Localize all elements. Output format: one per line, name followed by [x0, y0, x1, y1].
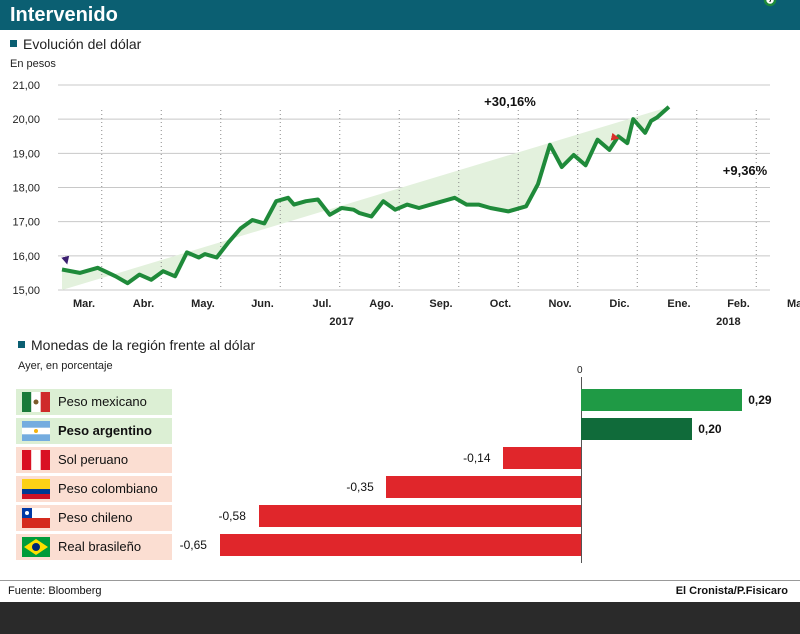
bar-chart-subtitle: Ayer, en porcentaje — [18, 360, 113, 372]
month-tick-label: Ene. — [667, 298, 690, 310]
currency-bar — [503, 447, 581, 469]
credit-label: El Cronista/P.Fisicaro — [675, 585, 788, 597]
line-area-fill — [62, 106, 669, 291]
long-change-annotation: +30,16% — [484, 94, 536, 109]
header-bar: Intervenido — [0, 0, 800, 30]
dollar-series-line — [61, 105, 671, 286]
month-tick-label: Mar. — [787, 298, 800, 310]
currency-bar — [219, 534, 581, 556]
bar-chart-title: Monedas de la región frente al dólar — [18, 337, 255, 353]
currency-name: Sol peruano — [58, 452, 129, 467]
currency-value-label: -0,14 — [463, 451, 491, 465]
colombia-flag-icon — [22, 479, 50, 499]
currency-bar — [581, 418, 693, 440]
y-tick-label: 20,00 — [12, 114, 40, 126]
footer-divider — [0, 580, 800, 581]
currency-value-label: -0,35 — [346, 480, 374, 494]
bottom-band — [0, 602, 800, 634]
chile-flag-icon — [22, 508, 50, 528]
source-label: Fuente: Bloomberg — [8, 585, 102, 597]
currency-name: Peso colombiano — [58, 481, 158, 496]
bullet-square-icon — [18, 340, 25, 348]
month-tick-label: Feb. — [727, 298, 750, 310]
currency-name: Real brasileño — [58, 539, 142, 554]
year-label: 2017 — [329, 316, 353, 328]
dollar-line-chart: 15,00 16,00 17,00 18,00 19,00 20,00 21,00 Mar. A… — [12, 0, 800, 328]
currency-bar — [386, 476, 581, 498]
y-tick-label: 16,00 — [12, 251, 40, 263]
zero-axis-line — [581, 377, 582, 563]
bullet-square-icon — [10, 39, 17, 47]
last-point-marker — [763, 0, 777, 7]
year-label: 2018 — [716, 316, 740, 328]
month-tick-label: Jun. — [251, 298, 274, 310]
month-tick-label: Mar. — [73, 298, 95, 310]
currency-bar — [581, 389, 743, 411]
month-tick-label: Ago. — [369, 298, 393, 310]
zero-axis-label: 0 — [577, 365, 583, 376]
currency-bar — [258, 505, 581, 527]
line-chart-unit: En pesos — [10, 58, 56, 70]
currency-value-label: 0,20 — [698, 422, 722, 436]
month-tick-label: Abr. — [133, 298, 154, 310]
y-tick-label: 21,00 — [12, 80, 40, 92]
y-tick-label: 15,00 — [12, 285, 40, 297]
short-change-annotation: +9,36% — [723, 163, 768, 178]
currency-value-label: 0,29 — [748, 393, 772, 407]
month-tick-label: Dic. — [609, 298, 629, 310]
currency-name: Peso chileno — [58, 510, 133, 525]
last-point-label: 20,36 — [754, 0, 787, 3]
month-tick-label: Nov. — [548, 298, 571, 310]
month-tick-label: May. — [191, 298, 215, 310]
currency-name: Peso mexicano — [58, 394, 147, 409]
currency-value-label: -0,58 — [218, 509, 246, 523]
currency-name: Peso argentino — [58, 423, 152, 438]
mexico-flag-icon — [22, 392, 50, 412]
month-tick-label: Jul. — [313, 298, 332, 310]
brazil-flag-icon — [22, 537, 50, 557]
peru-flag-icon — [22, 450, 50, 470]
currency-value-label: -0,65 — [179, 538, 207, 552]
month-tick-label: Sep. — [429, 298, 452, 310]
argentina-flag-icon — [22, 421, 50, 441]
line-chart-title: Evolución del dólar — [10, 36, 141, 52]
y-tick-label: 19,00 — [12, 148, 40, 160]
page-title: Intervenido — [10, 4, 118, 26]
month-tick-label: Oct. — [490, 298, 511, 310]
y-tick-label: 17,00 — [12, 217, 40, 229]
y-tick-label: 18,00 — [12, 183, 40, 195]
